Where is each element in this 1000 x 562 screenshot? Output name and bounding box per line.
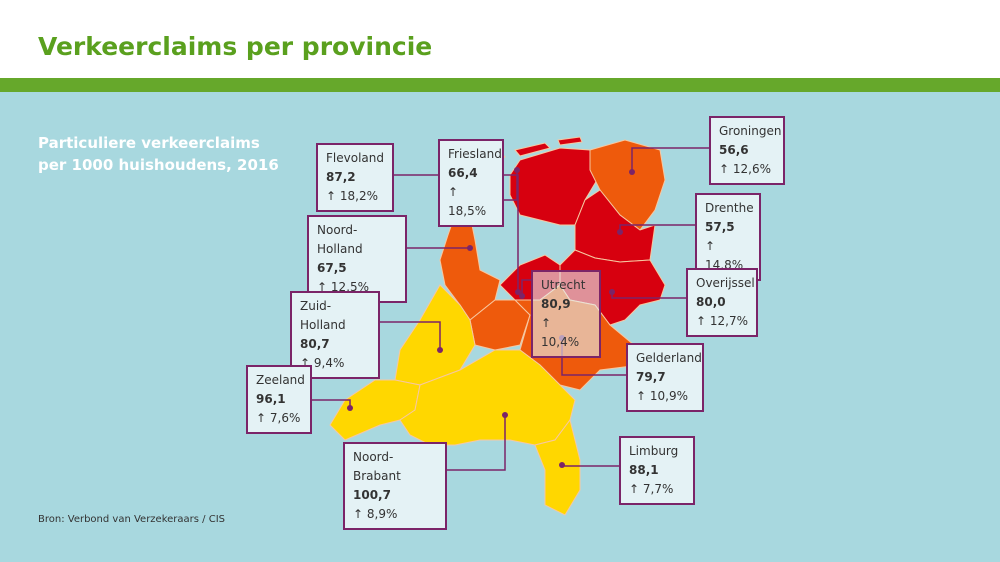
source: Bron: Verbond van Verzekeraars / CIS	[38, 514, 225, 525]
callout-name: Noord-Holland	[317, 223, 363, 256]
callout-value: 87,2	[326, 170, 356, 184]
callout-change: ↑ 7,7%	[629, 482, 674, 496]
callout-name: Groningen	[719, 124, 782, 138]
callout-change: ↑ 12,5%	[317, 280, 369, 294]
callout-name: Noord-Brabant	[353, 450, 401, 483]
callout-change: ↑ 12,7%	[696, 314, 748, 328]
callout-value: 56,6	[719, 143, 749, 157]
callout-change: ↑ 18,2%	[326, 189, 378, 203]
leader-dot	[437, 347, 443, 353]
header-background	[0, 0, 1000, 78]
callout-value: 88,1	[629, 463, 659, 477]
leader-dot	[519, 293, 525, 299]
noord-brabant	[399, 349, 576, 446]
leader-dot	[514, 167, 520, 173]
callout-name: Flevoland	[326, 151, 384, 165]
leader-dot	[467, 245, 473, 251]
leader-line	[447, 415, 506, 471]
header-bar	[0, 78, 1000, 92]
callout: Noord-Holland 67,5 ↑ 12,5%	[307, 215, 407, 303]
leader-dot	[515, 289, 521, 295]
limburg	[534, 418, 581, 516]
callout-value: 100,7	[353, 488, 391, 502]
callout: Zeeland 96,1 ↑ 7,6%	[246, 365, 312, 434]
callout-change: ↑ 18,5%	[448, 185, 487, 218]
callout: Friesland 66,4 ↑ 18,5%	[438, 139, 504, 227]
utrecht	[469, 299, 531, 351]
callout: Groningen 56,6 ↑ 12,6%	[709, 116, 785, 185]
callout-name: Utrecht	[541, 278, 586, 292]
leader-line	[521, 279, 531, 296]
callout-name: Zeeland	[256, 373, 305, 387]
callout-value: 57,5	[705, 220, 735, 234]
callout-value: 96,1	[256, 392, 286, 406]
callout-change: ↑ 10,4%	[541, 316, 580, 349]
leader-dot	[347, 405, 353, 411]
callout-change: ↑ 12,6%	[719, 162, 771, 176]
callout-name: Gelderland	[636, 351, 702, 365]
callout-name: Limburg	[629, 444, 679, 458]
leader-line	[631, 147, 709, 172]
leader-dot	[629, 169, 635, 175]
callout-name: Overijssel	[696, 276, 755, 290]
groningen	[589, 139, 666, 231]
callout-name: Friesland	[448, 147, 502, 161]
callout: Utrecht 80,9 ↑ 10,4%	[531, 270, 601, 358]
leader-dot	[502, 412, 508, 418]
callout: Limburg 88,1 ↑ 7,7%	[619, 436, 695, 505]
callout: Zuid-Holland 80,7 ↑ 9,4%	[290, 291, 380, 379]
island	[557, 136, 583, 146]
island	[514, 142, 551, 157]
leader-dot	[559, 462, 565, 468]
callout-change: ↑ 8,9%	[353, 507, 398, 521]
callout-value: 80,7	[300, 337, 330, 351]
leader-line	[392, 174, 519, 292]
leaders	[312, 147, 709, 471]
callout-value: 79,7	[636, 370, 666, 384]
callout-name: Zuid-Holland	[300, 299, 346, 332]
subtitle: Particuliere verkeerclaims per 1000 huis…	[38, 134, 279, 174]
callout: Flevoland 87,2 ↑ 18,2%	[316, 143, 394, 212]
callout-change: ↑ 7,6%	[256, 411, 301, 425]
callout-value: 66,4	[448, 166, 478, 180]
callout: Overijssel 80,0 ↑ 12,7%	[686, 268, 758, 337]
callout-value: 80,0	[696, 295, 726, 309]
leader-line	[380, 321, 441, 350]
zeeland	[329, 379, 421, 441]
leader-dot	[617, 229, 623, 235]
callout: Noord-Brabant 100,7 ↑ 8,9%	[343, 442, 447, 530]
callout: Gelderland 79,7 ↑ 10,9%	[626, 343, 704, 412]
leader-dot	[609, 289, 615, 295]
callout-value: 80,9	[541, 297, 571, 311]
callout-name: Drenthe	[705, 201, 754, 215]
callout-value: 67,5	[317, 261, 347, 275]
callout-change: ↑ 10,9%	[636, 389, 688, 403]
title: Verkeerclaims per provincie	[38, 32, 433, 61]
